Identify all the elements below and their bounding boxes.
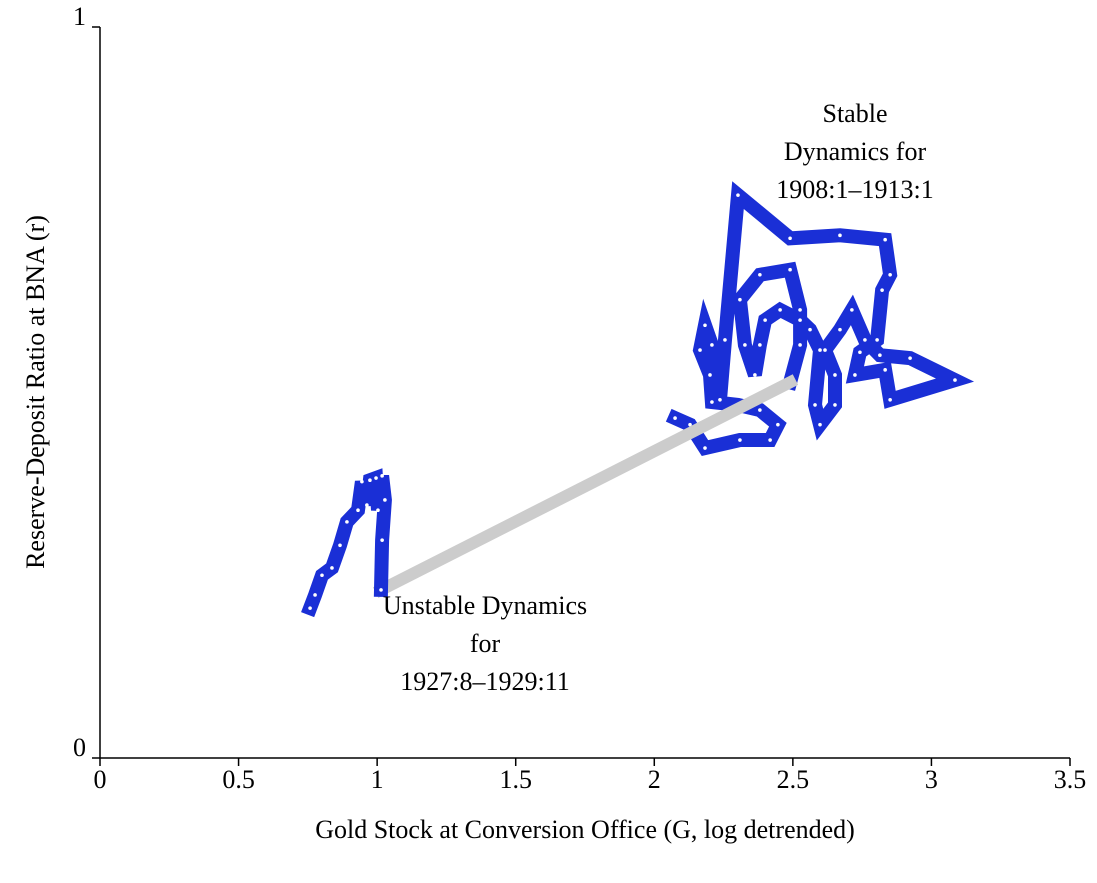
point-marker xyxy=(823,348,827,352)
point-marker xyxy=(880,288,884,292)
point-marker xyxy=(858,350,862,355)
x-tick-label: 1 xyxy=(371,765,384,794)
x-tick-label: 2.5 xyxy=(777,765,810,794)
point-marker xyxy=(758,343,762,347)
y-tick-label: 0 xyxy=(73,733,86,762)
point-marker xyxy=(330,566,334,570)
annotation: Unstable Dynamics xyxy=(383,591,587,620)
series-line xyxy=(372,374,799,598)
point-marker xyxy=(738,297,742,302)
annotation: Dynamics for xyxy=(784,137,927,166)
annotation: for xyxy=(470,629,501,658)
point-marker xyxy=(380,538,384,542)
point-marker xyxy=(888,398,892,402)
point-marker xyxy=(356,508,360,512)
point-marker xyxy=(736,193,740,197)
y-tick-label: 1 xyxy=(73,2,86,31)
x-tick-label: 0.5 xyxy=(222,765,255,794)
point-marker xyxy=(813,403,817,407)
point-marker xyxy=(758,273,762,277)
point-marker xyxy=(798,308,802,312)
point-marker xyxy=(379,588,383,592)
x-tick-label: 0 xyxy=(94,765,107,794)
point-marker xyxy=(883,237,887,242)
point-marker xyxy=(673,416,677,420)
x-tick-label: 3 xyxy=(925,765,938,794)
point-marker xyxy=(308,606,312,610)
point-marker xyxy=(723,338,727,342)
point-marker xyxy=(365,503,369,507)
point-marker xyxy=(798,318,802,322)
point-marker xyxy=(838,233,842,238)
point-marker xyxy=(838,327,842,332)
annotation: 1927:8–1929:11 xyxy=(400,667,569,696)
series-line xyxy=(665,181,975,457)
point-marker xyxy=(376,508,380,512)
annotation: Stable xyxy=(823,99,888,128)
point-marker xyxy=(768,438,772,442)
point-marker xyxy=(360,479,364,484)
point-marker xyxy=(788,267,792,272)
annotation: 1908:1–1913:1 xyxy=(776,175,933,204)
point-marker xyxy=(818,422,822,427)
y-axis-label: Reserve-Deposit Ratio at BNA (r) xyxy=(21,215,50,569)
point-marker xyxy=(698,348,702,352)
point-marker xyxy=(710,343,714,347)
point-marker xyxy=(753,373,757,377)
x-tick-label: 2 xyxy=(648,765,661,794)
point-marker xyxy=(758,408,762,412)
point-marker xyxy=(738,438,742,442)
point-marker xyxy=(776,422,780,427)
point-marker xyxy=(320,573,324,578)
point-marker xyxy=(313,593,317,597)
point-marker xyxy=(688,422,692,427)
point-marker xyxy=(863,338,867,342)
point-marker xyxy=(788,236,792,241)
point-marker xyxy=(875,338,879,342)
point-marker xyxy=(833,373,837,377)
x-tick-label: 3.5 xyxy=(1054,765,1087,794)
point-marker xyxy=(850,308,854,312)
point-marker xyxy=(878,353,882,358)
x-axis-label: Gold Stock at Conversion Office (G, log … xyxy=(315,815,855,844)
point-marker xyxy=(833,403,837,407)
point-marker xyxy=(818,348,822,352)
series-line xyxy=(301,468,392,618)
point-marker xyxy=(374,476,378,480)
point-marker xyxy=(908,356,912,360)
point-marker xyxy=(383,498,387,502)
point-marker xyxy=(718,398,722,402)
point-marker xyxy=(703,323,707,328)
point-marker xyxy=(953,378,957,382)
point-marker xyxy=(853,373,857,377)
point-marker xyxy=(888,273,892,277)
point-marker xyxy=(778,308,782,312)
point-marker xyxy=(743,343,747,347)
point-marker xyxy=(368,478,372,483)
point-marker xyxy=(798,343,802,347)
point-marker xyxy=(710,400,714,404)
point-marker xyxy=(708,373,712,377)
point-marker xyxy=(338,543,342,548)
point-marker xyxy=(703,446,707,450)
point-marker xyxy=(808,327,812,332)
x-tick-label: 1.5 xyxy=(499,765,532,794)
point-marker xyxy=(380,474,384,478)
point-marker xyxy=(763,318,767,322)
point-marker xyxy=(345,520,349,524)
point-marker xyxy=(883,368,887,372)
